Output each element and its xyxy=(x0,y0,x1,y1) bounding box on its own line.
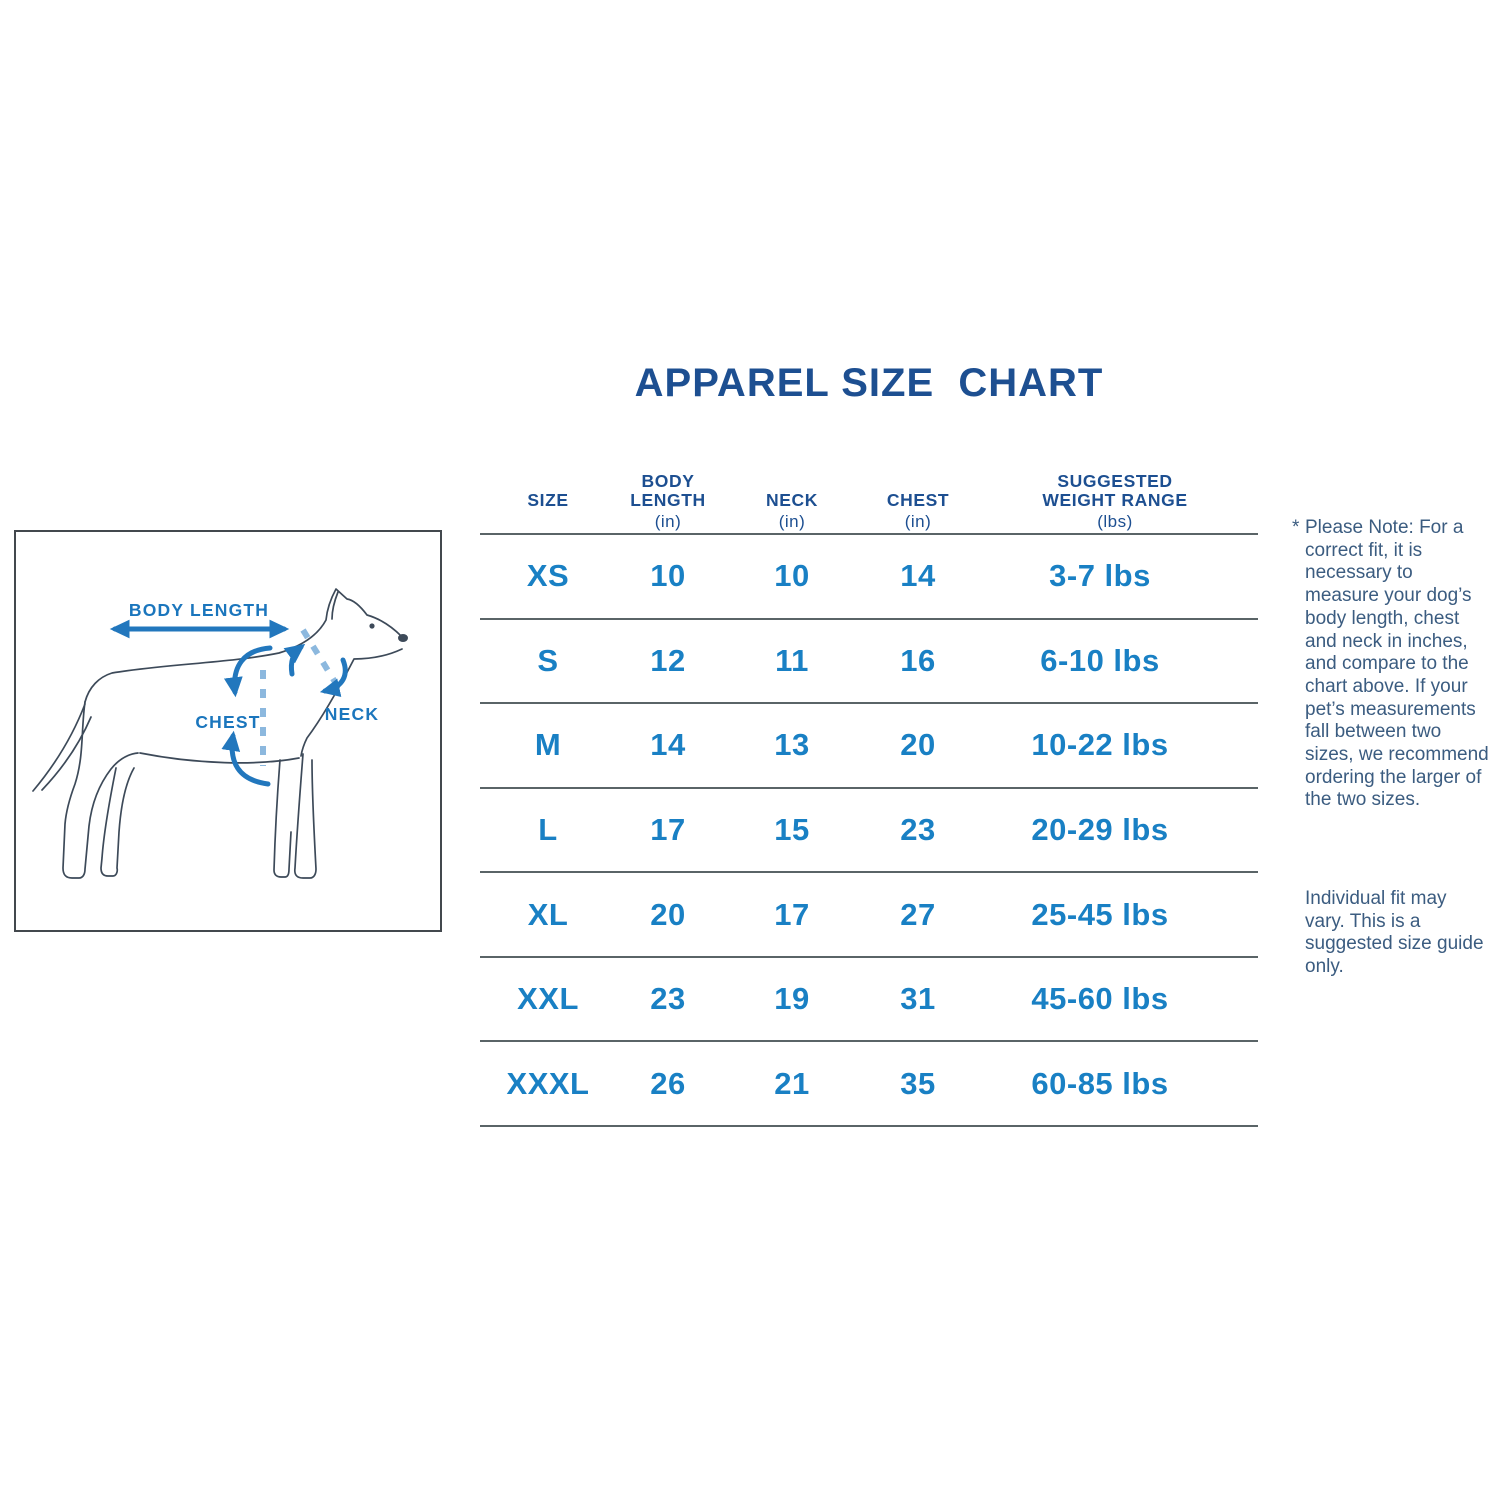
cell-chest: 35 xyxy=(900,1065,936,1101)
size-table-header-row: SIZE BODY LENGTH (in) NECK (in) CHEST (i… xyxy=(480,444,1258,533)
neck-ellipse-top-arrow xyxy=(283,643,306,677)
cell-size: XXL xyxy=(517,981,579,1017)
dog-outline-drawing xyxy=(32,588,408,879)
header-chest-label: CHEST xyxy=(886,490,950,510)
cell-body-length: 17 xyxy=(650,811,686,847)
header-body-unit: (in) xyxy=(654,512,682,531)
cell-neck: 19 xyxy=(774,981,810,1017)
body-length-label: BODY LENGTH xyxy=(129,600,269,620)
dog-nose xyxy=(398,634,408,642)
cell-chest: 14 xyxy=(900,558,936,594)
cell-weight-range: 45-60 lbs xyxy=(1031,981,1169,1017)
header-body-label-line1: BODY xyxy=(641,471,695,491)
table-row-l: L 17 15 23 20-29 lbs xyxy=(480,786,1258,872)
header-cell-chest: CHEST (in) xyxy=(864,491,972,533)
cell-size: XL xyxy=(527,896,569,932)
header-neck-label: NECK xyxy=(766,490,818,510)
cell-body-length: 26 xyxy=(650,1065,686,1101)
dog-diagram-svg: BODY LENGTH CHEST NECK xyxy=(32,588,408,879)
cell-neck: 17 xyxy=(774,896,810,932)
cell-size: L xyxy=(538,811,558,847)
cell-body-length: 23 xyxy=(650,981,686,1017)
measurement-annotations: BODY LENGTH CHEST NECK xyxy=(109,600,379,787)
header-weight-label-line2: WEIGHT RANGE xyxy=(1042,490,1188,510)
table-row-s: S 12 11 16 6-10 lbs xyxy=(480,617,1258,703)
neck-label: NECK xyxy=(325,704,379,724)
neck-dashed-line xyxy=(300,628,338,684)
header-body-label-line2: LENGTH xyxy=(630,490,706,510)
cell-neck: 13 xyxy=(774,727,810,763)
neck-ellipse-bottom-arrow xyxy=(319,657,348,698)
table-row-xxl: XXL 23 19 31 45-60 lbs xyxy=(480,955,1258,1041)
cell-weight-range: 6-10 lbs xyxy=(1040,642,1160,678)
chest-ellipse-bottom-arrow xyxy=(221,730,271,787)
cell-body-length: 20 xyxy=(650,896,686,932)
cell-body-length: 12 xyxy=(650,642,686,678)
cell-neck: 21 xyxy=(774,1065,810,1101)
header-cell-size: SIZE xyxy=(480,491,616,533)
chest-ellipse-top-arrow xyxy=(223,645,273,698)
chest-label: CHEST xyxy=(195,712,260,732)
cell-neck: 15 xyxy=(774,811,810,847)
header-neck-unit: (in) xyxy=(778,512,806,531)
cell-size: XS xyxy=(526,558,570,594)
dog-eye xyxy=(369,623,375,629)
cell-neck: 11 xyxy=(775,642,809,678)
cell-weight-range: 3-7 lbs xyxy=(1049,558,1151,594)
cell-body-length: 10 xyxy=(650,558,686,594)
table-row-xl: XL 20 17 27 25-45 lbs xyxy=(480,871,1258,956)
header-cell-weight-range: SUGGESTED WEIGHT RANGE (lbs) xyxy=(972,472,1258,533)
header-weight-label-line1: SUGGESTED xyxy=(1057,471,1173,491)
table-row-xxxl: XXXL 26 21 35 60-85 lbs xyxy=(480,1040,1258,1125)
dog-measurement-diagram: BODY LENGTH CHEST NECK xyxy=(14,530,442,932)
cell-weight-range: 20-29 lbs xyxy=(1031,811,1169,847)
cell-size: M xyxy=(534,727,562,763)
size-table-body: XS 10 10 14 3-7 lbs S 12 11 16 6-10 lbs … xyxy=(480,533,1258,1127)
header-size-label: SIZE xyxy=(527,490,569,510)
header-chest-unit: (in) xyxy=(904,512,932,531)
note-primary-text: Please Note: For a correct fit, it is ne… xyxy=(1305,517,1489,811)
cell-chest: 16 xyxy=(900,642,936,678)
cell-weight-range: 10-22 lbs xyxy=(1031,727,1169,763)
cell-size: S xyxy=(537,642,559,678)
cell-weight-range: 60-85 lbs xyxy=(1031,1065,1169,1101)
note-asterisk: * xyxy=(1292,517,1300,538)
cell-chest: 23 xyxy=(900,811,936,847)
table-row-m: M 14 13 20 10-22 lbs xyxy=(480,702,1258,787)
please-note-block: * Please Note: For a correct fit, it is … xyxy=(1292,517,1498,812)
cell-body-length: 14 xyxy=(650,727,686,763)
page-title: APPAREL SIZE CHART xyxy=(634,361,1104,405)
table-row-xs: XS 10 10 14 3-7 lbs xyxy=(480,533,1258,618)
cell-chest: 20 xyxy=(900,727,936,763)
cell-weight-range: 25-45 lbs xyxy=(1031,896,1169,932)
cell-neck: 10 xyxy=(774,558,810,594)
header-cell-body-length: BODY LENGTH (in) xyxy=(616,472,720,533)
note-secondary-text: Individual fit may vary. This is a sugge… xyxy=(1305,888,1484,978)
cell-chest: 27 xyxy=(900,896,936,932)
cell-chest: 31 xyxy=(900,981,936,1017)
header-weight-unit: (lbs) xyxy=(1097,512,1133,531)
header-cell-neck: NECK (in) xyxy=(720,491,864,533)
cell-size: XXXL xyxy=(506,1065,590,1101)
